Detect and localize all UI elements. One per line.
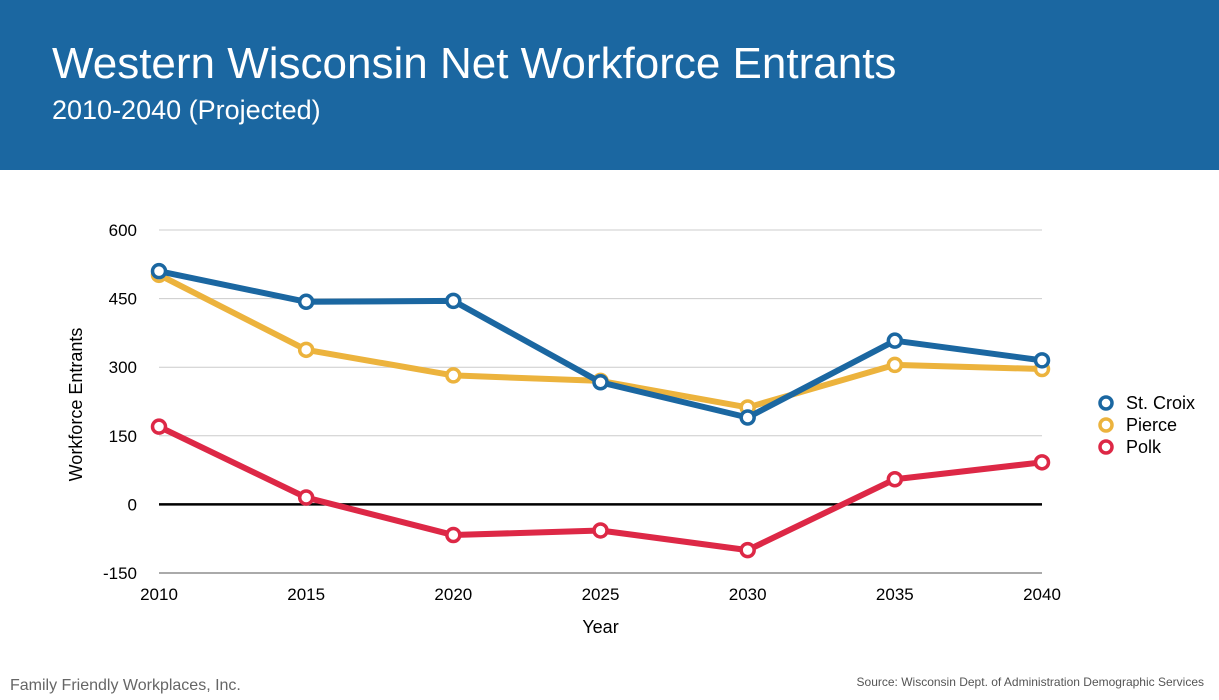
legend-label: St. Croix xyxy=(1126,393,1195,413)
data-point xyxy=(886,470,904,488)
chart-title: Western Wisconsin Net Workforce Entrants xyxy=(52,39,897,88)
x-tick-label: 2030 xyxy=(729,585,767,604)
legend-marker xyxy=(1098,439,1114,455)
x-tick-label: 2015 xyxy=(287,585,325,604)
data-point xyxy=(1033,454,1051,471)
data-point xyxy=(445,526,462,544)
data-point xyxy=(297,341,315,359)
y-axis-title: Workforce Entrants xyxy=(66,328,86,482)
legend-label: Pierce xyxy=(1126,415,1177,435)
data-point xyxy=(1033,352,1051,369)
x-tick-label: 2020 xyxy=(434,585,472,604)
x-axis-title: Year xyxy=(582,617,618,637)
data-point xyxy=(150,262,168,280)
y-tick-label: 600 xyxy=(109,221,137,240)
y-tick-label: 300 xyxy=(109,358,137,377)
x-tick-label: 2040 xyxy=(1023,585,1061,604)
x-tick-label: 2035 xyxy=(876,585,914,604)
data-point xyxy=(297,293,315,311)
data-point xyxy=(886,356,904,374)
y-tick-label: -150 xyxy=(103,564,137,583)
y-tick-label: 0 xyxy=(128,495,137,514)
data-point xyxy=(297,489,315,506)
legend-marker xyxy=(1098,417,1114,433)
y-tick-label: 150 xyxy=(109,427,137,446)
header-banner: Western Wisconsin Net Workforce Entrants… xyxy=(0,0,1219,170)
data-point xyxy=(739,409,756,426)
chart-subtitle: 2010-2040 (Projected) xyxy=(52,95,321,125)
legend-marker xyxy=(1098,395,1114,411)
y-tick-label: 450 xyxy=(109,290,137,309)
data-point xyxy=(150,418,168,435)
data-point xyxy=(445,292,462,310)
data-point xyxy=(739,541,756,559)
source-note: Source: Wisconsin Dept. of Administratio… xyxy=(856,675,1204,689)
data-point xyxy=(445,367,462,384)
data-point xyxy=(592,374,609,391)
legend-label: Polk xyxy=(1126,437,1162,457)
data-point xyxy=(592,522,609,539)
x-tick-label: 2025 xyxy=(582,585,620,604)
x-tick-label: 2010 xyxy=(140,585,178,604)
organization-label: Family Friendly Workplaces, Inc. xyxy=(10,677,241,694)
data-point xyxy=(886,332,904,349)
